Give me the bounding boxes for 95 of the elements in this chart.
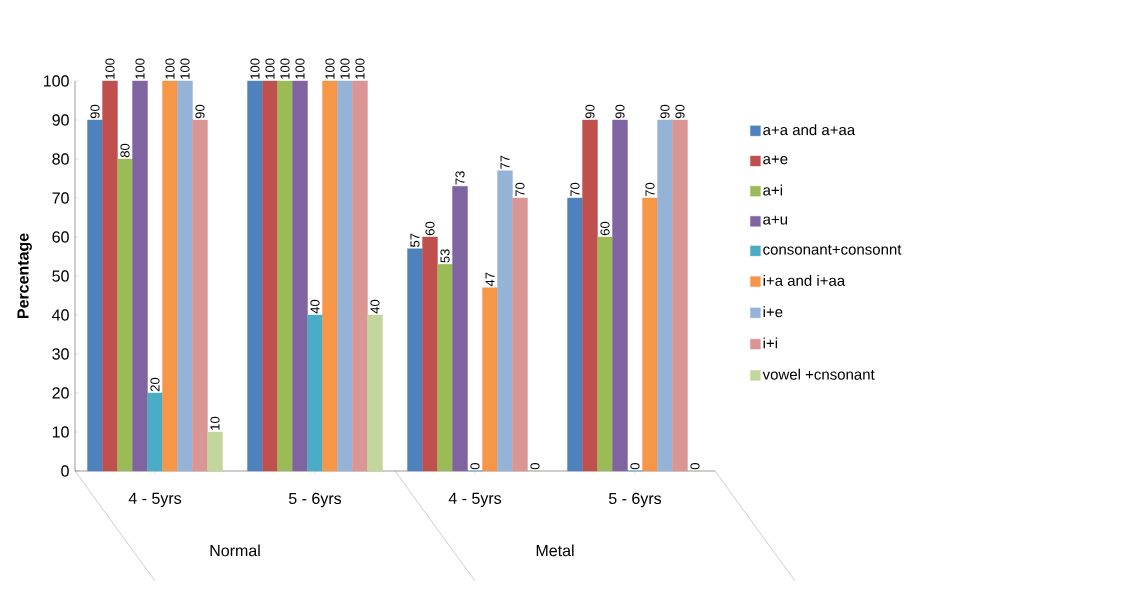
x-tick-label: 4 - 5yrs xyxy=(448,492,502,508)
data-label: 10 xyxy=(210,416,220,430)
bar xyxy=(482,287,498,472)
text: Normal xyxy=(210,544,260,557)
x-tick-label: 5 - 6yrs xyxy=(608,492,662,508)
y-tick-label: 70 xyxy=(52,192,69,204)
bar xyxy=(262,80,278,472)
y-tick-label: 10 xyxy=(52,426,69,438)
data-label: 47 xyxy=(485,272,495,287)
data-label: 90 xyxy=(615,104,625,119)
bar xyxy=(192,119,208,472)
data-label: 100 xyxy=(280,58,290,79)
legend-label: i+i xyxy=(763,337,778,349)
data-label: 100 xyxy=(180,58,190,79)
bar xyxy=(642,197,658,472)
data-label: 0 xyxy=(530,463,540,470)
bar xyxy=(422,236,438,472)
x-tick-label: 5 - 6yrs xyxy=(288,492,342,508)
legend-label: i+a and i+aa xyxy=(763,274,846,286)
data-label: 100 xyxy=(105,58,115,79)
bar xyxy=(452,186,468,472)
bar xyxy=(567,197,583,472)
bar xyxy=(407,248,423,472)
data-label: 90 xyxy=(585,104,595,119)
legend-label: consonant+consonnt xyxy=(763,244,902,255)
data-label: 60 xyxy=(600,221,610,236)
data-label: 100 xyxy=(295,58,305,79)
y-tick-label: 30 xyxy=(52,348,69,360)
bar xyxy=(132,80,148,472)
data-label: 0 xyxy=(470,463,480,470)
bar xyxy=(117,158,133,472)
data-label: 90 xyxy=(90,104,100,119)
bar xyxy=(207,431,223,472)
bar xyxy=(672,119,688,472)
legend-label: a+i xyxy=(763,184,783,196)
bar xyxy=(147,392,163,472)
bar xyxy=(497,170,513,472)
y-tick-label: 0 xyxy=(61,465,69,477)
y-tick-label: 100 xyxy=(44,75,69,87)
bar xyxy=(162,80,178,472)
data-label: 90 xyxy=(675,104,685,119)
data-label: 90 xyxy=(195,104,205,119)
legend-label: a+a and a+aa xyxy=(763,124,856,136)
data-label: 80 xyxy=(120,143,130,158)
data-label: 0 xyxy=(690,463,700,470)
data-label: 70 xyxy=(645,182,655,197)
data-label: 100 xyxy=(265,58,275,79)
legend-label: a+e xyxy=(763,155,788,165)
data-label: 100 xyxy=(355,58,365,79)
bar xyxy=(582,119,598,472)
y-axis-title: Percentage xyxy=(17,233,32,319)
data-label: 100 xyxy=(135,58,145,79)
bar xyxy=(352,80,368,472)
bar xyxy=(657,119,673,472)
data-label: 40 xyxy=(370,299,380,314)
data-label: 0 xyxy=(630,463,640,470)
y-tick-label: 20 xyxy=(52,387,69,399)
data-label: 90 xyxy=(660,104,670,119)
data-label: 20 xyxy=(150,377,160,392)
legend-label: vowel +cnsonant xyxy=(762,368,875,380)
bar xyxy=(612,119,628,472)
bar xyxy=(102,80,118,472)
y-tick-label: 60 xyxy=(52,231,69,243)
data-label: 100 xyxy=(325,58,335,79)
bar xyxy=(307,314,323,472)
bar xyxy=(292,80,308,472)
bar xyxy=(177,80,193,472)
data-label: 100 xyxy=(340,58,350,79)
bar xyxy=(322,80,338,472)
data-label: 77 xyxy=(500,155,510,169)
bar xyxy=(437,264,453,472)
data-label: 100 xyxy=(250,58,260,79)
data-label: 57 xyxy=(410,233,420,247)
x-tick-label: 4 - 5yrs xyxy=(128,492,182,508)
y-tick-label: 90 xyxy=(52,114,69,126)
data-label: 73 xyxy=(455,171,465,185)
bar xyxy=(512,197,528,472)
legend-label: i+e xyxy=(763,306,783,318)
y-tick-label: 40 xyxy=(52,309,69,321)
y-tick-label: 50 xyxy=(52,270,69,282)
bar xyxy=(367,314,383,472)
legend-label: a+u xyxy=(763,215,788,225)
bar xyxy=(597,236,613,472)
y-tick-label: 80 xyxy=(52,153,69,165)
text: Metal xyxy=(536,544,574,557)
data-label: 53 xyxy=(440,249,450,263)
data-label: 100 xyxy=(165,58,175,79)
bar xyxy=(277,80,293,472)
data-label: 60 xyxy=(425,221,435,236)
bar xyxy=(87,119,103,472)
bar xyxy=(337,80,353,472)
data-label: 40 xyxy=(310,299,320,314)
data-label: 70 xyxy=(515,182,525,197)
data-label: 70 xyxy=(570,182,580,197)
bar xyxy=(247,80,263,472)
